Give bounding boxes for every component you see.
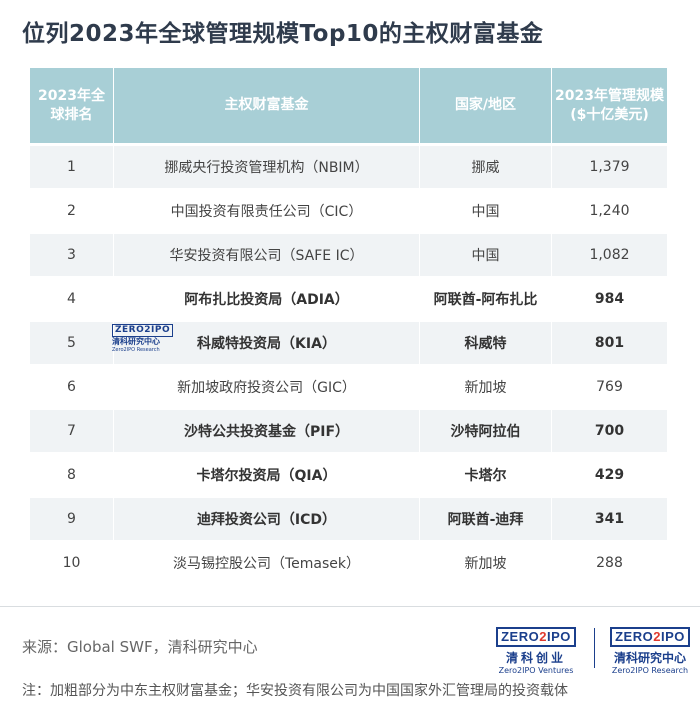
logo-mark-b: 2 — [653, 629, 661, 644]
cell-aum: 769 — [552, 366, 667, 410]
header-rank-line2: 球排名 — [50, 106, 93, 123]
cell-region: 阿联酋-迪拜 — [420, 498, 552, 542]
table-row: 3 华安投资有限公司（SAFE IC） 中国 1,082 — [30, 234, 667, 278]
header-aum-line1: 2023年管理规模 — [555, 87, 664, 104]
table-row: 10 淡马锡控股公司（Temasek） 新加坡 288 — [30, 542, 667, 586]
header-aum: 2023年管理规模 ($十亿美元) — [552, 68, 667, 146]
cell-aum: 801 — [552, 322, 667, 366]
cell-rank: 5 — [30, 322, 114, 366]
cell-rank: 4 — [30, 278, 114, 322]
cell-region: 挪威 — [420, 146, 552, 190]
table-row: 7 沙特公共投资基金（PIF） 沙特阿拉伯 700 — [30, 410, 667, 454]
header-aum-line2: ($十亿美元) — [570, 106, 649, 123]
table-row: 2 中国投资有限责任公司（CIC） 中国 1,240 — [30, 190, 667, 234]
table-row: 8 卡塔尔投资局（QIA） 卡塔尔 429 — [30, 454, 667, 498]
footer-divider — [0, 606, 700, 607]
cell-rank: 8 — [30, 454, 114, 498]
zero2ipo-research-logo: ZERO2IPO 清科研究中心 Zero2IPO Research — [604, 626, 696, 675]
cell-region: 阿联酋-阿布扎比 — [420, 278, 552, 322]
logo-mark: ZERO2IPO — [610, 627, 690, 647]
source-text: 来源：Global SWF，清科研究中心 — [22, 638, 258, 656]
table-row: 5 科威特投资局（KIA） 科威特 801 — [30, 322, 667, 366]
cell-region: 科威特 — [420, 322, 552, 366]
cell-fund-name: 华安投资有限公司（SAFE IC） — [114, 234, 420, 278]
table-row: 6 新加坡政府投资公司（GIC） 新加坡 769 — [30, 366, 667, 410]
logo-en: Zero2IPO Research — [611, 666, 689, 675]
page-title: 位列2023年全球管理规模Top10的主权财富基金 — [22, 21, 544, 47]
cell-region: 中国 — [420, 234, 552, 278]
cell-fund-name: 沙特公共投资基金（PIF） — [114, 410, 420, 454]
cell-rank: 2 — [30, 190, 114, 234]
cell-fund-name: 淡马锡控股公司（Temasek） — [114, 542, 420, 586]
table-row: 1 挪威央行投资管理机构（NBIM） 挪威 1,379 — [30, 146, 667, 190]
cell-region: 新加坡 — [420, 366, 552, 410]
cell-rank: 1 — [30, 146, 114, 190]
table-row: 9 迪拜投资公司（ICD） 阿联酋-迪拜 341 — [30, 498, 667, 542]
cell-fund-name: 新加坡政府投资公司（GIC） — [114, 366, 420, 410]
cell-fund-name: 科威特投资局（KIA） — [114, 322, 420, 366]
header-region: 国家/地区 — [420, 68, 552, 146]
cell-fund-name: 卡塔尔投资局（QIA） — [114, 454, 420, 498]
logo-cn: 清科创业 — [505, 651, 566, 665]
header-rank-line1: 2023年全 — [38, 87, 105, 104]
cell-aum: 429 — [552, 454, 667, 498]
sovereign-fund-table: 2023年全 球排名 主权财富基金 国家/地区 2023年管理规模 ($十亿美元… — [30, 68, 667, 586]
note-text: 注：加粗部分为中东主权财富基金；华安投资有限公司为中国国家外汇管理局的投资载体 — [22, 683, 568, 699]
cell-region: 中国 — [420, 190, 552, 234]
cell-fund-name: 中国投资有限责任公司（CIC） — [114, 190, 420, 234]
logo-mark-c: IPO — [546, 629, 571, 644]
cell-aum: 1,379 — [552, 146, 667, 190]
cell-rank: 10 — [30, 542, 114, 586]
cell-aum: 1,240 — [552, 190, 667, 234]
zero2ipo-ventures-logo: ZERO2IPO 清科创业 Zero2IPO Ventures — [490, 626, 582, 675]
logo-mark-a: ZERO — [501, 629, 540, 644]
cell-aum: 341 — [552, 498, 667, 542]
header-rank: 2023年全 球排名 — [30, 68, 114, 146]
cell-aum: 984 — [552, 278, 667, 322]
table-row: 4 阿布扎比投资局（ADIA） 阿联酋-阿布扎比 984 — [30, 278, 667, 322]
cell-region: 卡塔尔 — [420, 454, 552, 498]
cell-rank: 7 — [30, 410, 114, 454]
cell-rank: 3 — [30, 234, 114, 278]
cell-region: 新加坡 — [420, 542, 552, 586]
cell-fund-name: 挪威央行投资管理机构（NBIM） — [114, 146, 420, 190]
cell-aum: 1,082 — [552, 234, 667, 278]
logo-mark: ZERO2IPO — [496, 627, 576, 647]
logo-mark-c: IPO — [660, 629, 685, 644]
cell-aum: 700 — [552, 410, 667, 454]
cell-aum: 288 — [552, 542, 667, 586]
cell-fund-name: 迪拜投资公司（ICD） — [114, 498, 420, 542]
logo-separator — [594, 628, 595, 668]
logo-mark-a: ZERO — [615, 629, 654, 644]
logo-cn: 清科研究中心 — [613, 651, 686, 665]
logo-mark-b: 2 — [539, 629, 547, 644]
cell-rank: 9 — [30, 498, 114, 542]
cell-region: 沙特阿拉伯 — [420, 410, 552, 454]
header-fund-name: 主权财富基金 — [114, 68, 420, 146]
cell-rank: 6 — [30, 366, 114, 410]
table-header-row: 2023年全 球排名 主权财富基金 国家/地区 2023年管理规模 ($十亿美元… — [30, 68, 667, 146]
cell-fund-name: 阿布扎比投资局（ADIA） — [114, 278, 420, 322]
logo-en: Zero2IPO Ventures — [498, 666, 574, 675]
